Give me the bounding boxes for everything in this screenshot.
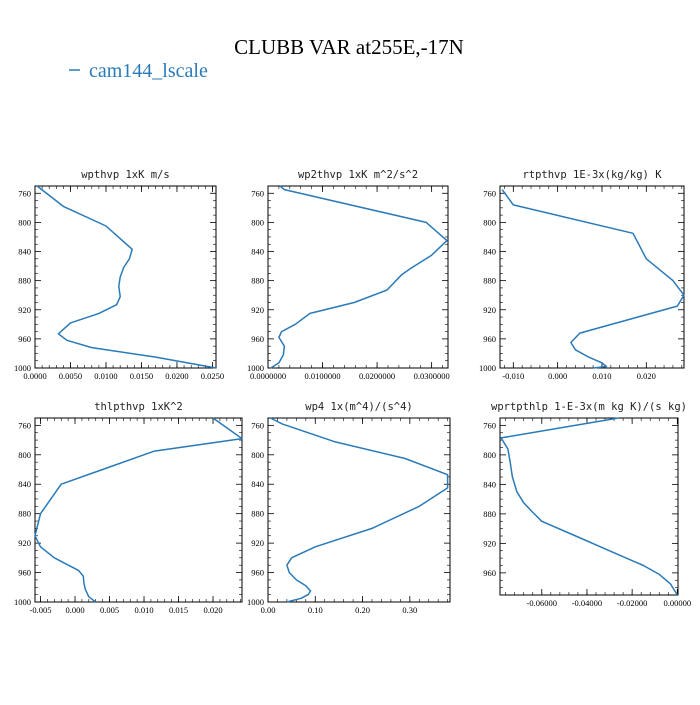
x-tick-label: 0.005 <box>100 605 119 615</box>
y-tick-label: 800 <box>483 217 496 227</box>
y-tick-label: 1000 <box>14 363 31 373</box>
x-tick-label: 0.010 <box>134 605 153 615</box>
y-tick-label: 800 <box>251 450 264 460</box>
y-tick-label: 800 <box>483 450 496 460</box>
x-tick-label: 0.00 <box>261 605 276 615</box>
series-line-cam144_lscale <box>501 189 685 369</box>
series-line-cam144_lscale <box>270 417 449 603</box>
y-tick-label: 960 <box>251 334 264 344</box>
y-tick-label: 840 <box>483 247 496 257</box>
series-line-cam144_lscale <box>34 417 243 603</box>
x-tick-label: 0.0250 <box>201 371 224 381</box>
y-tick-label: 760 <box>483 188 496 198</box>
x-tick-label: 0.020 <box>637 371 656 381</box>
x-tick-label: -0.010 <box>502 371 524 381</box>
x-tick-label: 0.010 <box>592 371 611 381</box>
panel-frame <box>34 185 217 369</box>
y-tick-label: 1000 <box>247 597 264 607</box>
x-tick-label: 0.000 <box>65 605 84 615</box>
panel-group: wpthvp 1xK m/s 0.0000 0.0050 0.0100 0.0150 0.… <box>14 169 691 615</box>
y-tick-label: 920 <box>483 538 496 548</box>
legend-label: cam144_lscale <box>89 60 208 82</box>
panel-5: wp4 1x(m^4)/(s^4) 0.00 0.10 0.20 0.30 760 800 8… <box>247 401 451 615</box>
y-tick-label: 960 <box>483 334 496 344</box>
y-tick-label: 880 <box>483 276 496 286</box>
y-tick-label: 880 <box>251 276 264 286</box>
y-tick-label: 960 <box>251 568 264 578</box>
y-tick-label: 880 <box>483 509 496 519</box>
x-tick-label: 0.00000 <box>664 598 692 608</box>
y-tick-label: 760 <box>251 420 264 430</box>
y-tick-label: 800 <box>18 450 31 460</box>
x-tick-label: -0.06000 <box>527 598 557 608</box>
y-tick-label: 920 <box>251 538 264 548</box>
y-tick-label: 960 <box>18 334 31 344</box>
y-tick-label: 880 <box>18 276 31 286</box>
panel-frame <box>499 185 685 369</box>
y-tick-label: 1000 <box>14 597 31 607</box>
panel-frame <box>34 417 243 603</box>
panel-3: rtpthvp 1E-3x(kg/kg) K -0.010 0.000 0.010 0.… <box>479 169 685 381</box>
figure-title: CLUBB VAR at255E,-17N <box>234 35 464 59</box>
y-tick-label: 760 <box>483 420 496 430</box>
y-tick-label: 920 <box>18 538 31 548</box>
y-tick-label: 880 <box>18 509 31 519</box>
x-tick-label: 0.0000 <box>23 371 46 381</box>
x-tick-label: 0.0000000 <box>250 371 286 381</box>
y-tick-label: 800 <box>18 217 31 227</box>
x-tick-label: 0.0200 <box>165 371 188 381</box>
x-tick-label: -0.005 <box>30 605 52 615</box>
x-tick-label: 0.0100 <box>94 371 117 381</box>
panel-title: thlpthvp 1xK^2 <box>94 401 183 413</box>
y-tick-label: 840 <box>251 479 264 489</box>
y-tick-label: 1000 <box>247 363 264 373</box>
panel-title: wp4 1x(m^4)/(s^4) <box>305 401 412 413</box>
x-tick-label: -0.04000 <box>572 598 602 608</box>
x-tick-label: 0.015 <box>169 605 188 615</box>
y-tick-label: 880 <box>251 509 264 519</box>
x-tick-label: 0.0150 <box>130 371 153 381</box>
x-tick-label: 0.000 <box>548 371 567 381</box>
series-line-cam144_lscale <box>36 185 217 369</box>
y-tick-label: 960 <box>18 568 31 578</box>
y-tick-label: 1000 <box>479 363 496 373</box>
y-tick-label: 840 <box>483 479 496 489</box>
panel-4: thlpthvp 1xK^2 -0.005 0.000 0.005 0.010 0.015… <box>14 401 243 615</box>
y-tick-label: 920 <box>251 305 264 315</box>
x-tick-label: 0.30 <box>402 605 417 615</box>
panel-title: wp2thvp 1xK m^2/s^2 <box>298 169 418 181</box>
x-tick-label: 0.0050 <box>59 371 82 381</box>
panel-frame <box>267 185 449 369</box>
panel-title: rtpthvp 1E-3x(kg/kg) K <box>522 169 662 181</box>
y-tick-label: 760 <box>18 188 31 198</box>
y-tick-label: 920 <box>483 305 496 315</box>
panel-6: wprtpthlp 1-E-3x(m kg K)/(s kg) -0.06000 -… <box>483 401 691 608</box>
x-tick-label: 0.0200000 <box>359 371 395 381</box>
x-tick-label: 0.0100000 <box>304 371 340 381</box>
x-tick-label: 0.020 <box>203 605 222 615</box>
x-tick-label: 0.10 <box>308 605 323 615</box>
panel-1: wpthvp 1xK m/s 0.0000 0.0050 0.0100 0.0150 0.… <box>14 169 224 381</box>
x-tick-label: -0.02000 <box>617 598 647 608</box>
panel-title: wprtpthlp 1-E-3x(m kg K)/(s kg) <box>491 401 687 413</box>
x-tick-label: 0.0300000 <box>414 371 450 381</box>
panel-title: wpthvp 1xK m/s <box>81 169 170 181</box>
y-tick-label: 800 <box>251 217 264 227</box>
x-tick-label: 0.20 <box>355 605 370 615</box>
series-line-cam144_lscale <box>270 185 448 369</box>
y-tick-label: 760 <box>18 420 31 430</box>
panel-2: wp2thvp 1xK m^2/s^2 0.0000000 0.0100000 0.0… <box>247 169 450 381</box>
y-tick-label: 840 <box>18 479 31 489</box>
series-line-cam144_lscale <box>500 417 678 596</box>
y-tick-label: 760 <box>251 188 264 198</box>
y-tick-label: 960 <box>483 568 496 578</box>
y-tick-label: 840 <box>251 247 264 257</box>
y-tick-label: 840 <box>18 247 31 257</box>
y-tick-label: 920 <box>18 305 31 315</box>
panel-frame <box>267 417 451 603</box>
